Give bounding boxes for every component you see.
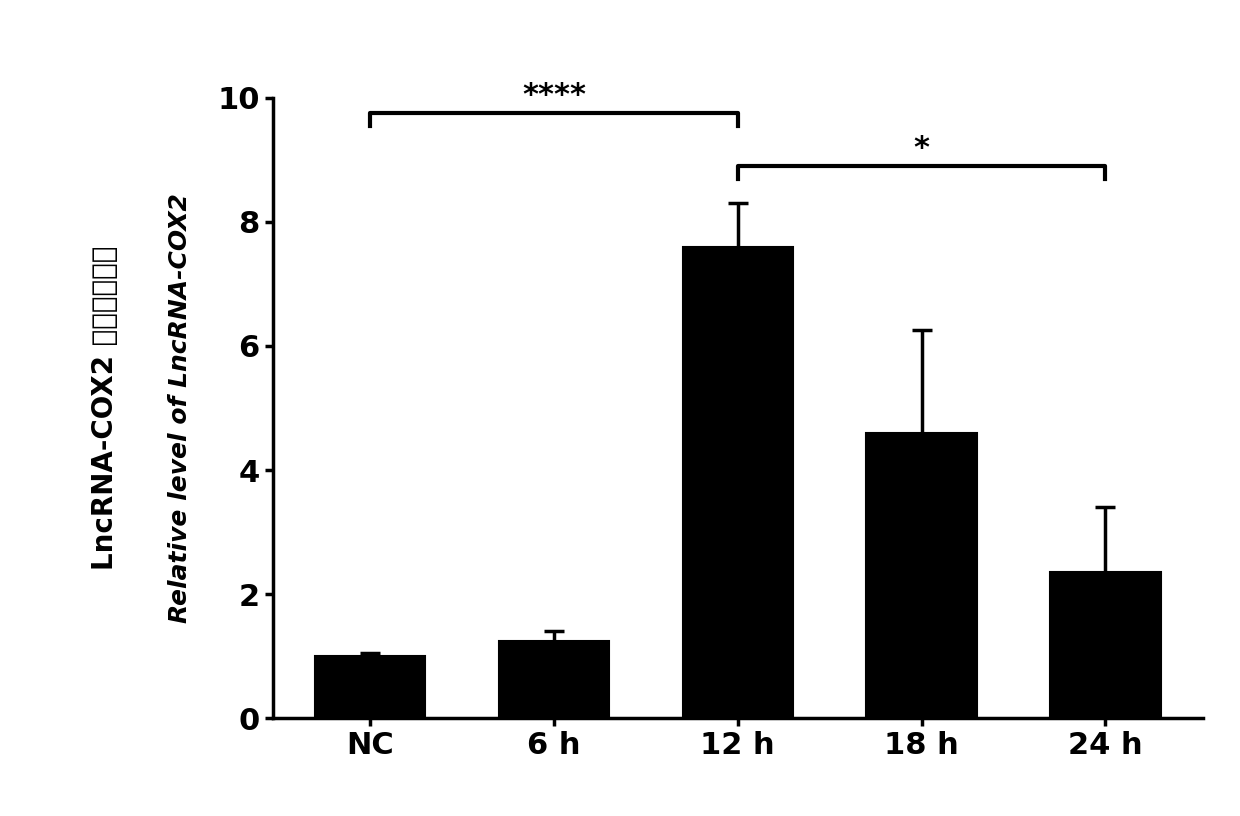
Bar	[683, 246, 792, 718]
Text: ****: ****	[522, 82, 587, 110]
Text: *: *	[914, 134, 930, 163]
Bar	[315, 656, 425, 718]
Bar	[1050, 572, 1161, 718]
Bar	[498, 641, 609, 718]
Text: LncRNA-COX2 相对表达水平: LncRNA-COX2 相对表达水平	[92, 246, 119, 570]
Bar	[867, 432, 977, 718]
Text: Relative level of LncRNA-COX2: Relative level of LncRNA-COX2	[167, 193, 192, 623]
